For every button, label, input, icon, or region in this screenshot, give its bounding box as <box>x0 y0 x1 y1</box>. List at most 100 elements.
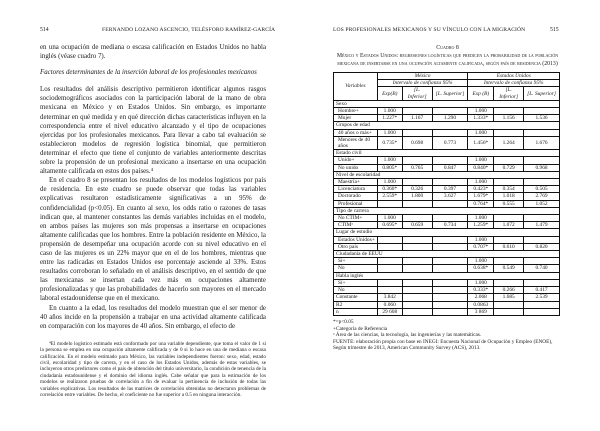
table-section-row: Ciudadanía de EEUU <box>333 250 560 259</box>
cell-value <box>431 214 469 223</box>
table-label: Cuadro 8 <box>436 45 459 51</box>
running-head: FERNANDO LOZANO ASCENCIO, TELÉSFORO RAMÍ… <box>102 27 276 33</box>
row-label: Hombre+ <box>333 107 378 116</box>
table-row: Sí+ 1.000 <box>333 257 560 266</box>
cell-value: 1.000 <box>376 107 403 116</box>
cell-value: 1.000 <box>376 178 403 187</box>
cell-value: 0.764* <box>467 199 495 208</box>
cell-value: 1.227* <box>376 114 403 123</box>
cell-value: 0.610 <box>493 242 525 252</box>
cell-value: 0.707* <box>467 242 495 252</box>
cell-value <box>431 128 469 137</box>
table-row: Licenciatura 0.360* 0.326 0.397 0.423* 0.354 0… <box>333 185 560 194</box>
cell-value <box>493 107 525 116</box>
cell-value: 1.000 <box>467 235 495 244</box>
table-row: Sí+ 1.000 <box>333 278 560 288</box>
left-page: 514 FERNANDO LOZANO ASCENCIO, TELÉSFORO … <box>40 27 276 398</box>
section-label: Habla inglés <box>333 271 560 280</box>
note: ᵃ Área de las ciencias, la tecnología, l… <box>333 332 482 339</box>
table-row: Mujer 1.227* 1.167 1.290 1.333* 1.156 1.536 <box>333 114 560 123</box>
cell-value <box>401 199 433 208</box>
cell-value <box>401 257 433 266</box>
cell-value: 0.0863 <box>467 300 495 309</box>
row-label: n <box>333 307 378 316</box>
table-section-row: Habla inglés <box>333 271 560 280</box>
cell-value: 0.354 <box>493 185 525 194</box>
cell-value: 0.805* <box>376 163 403 172</box>
section-label: Ciudadanía de EEUU <box>333 250 560 259</box>
cell-value <box>376 199 403 208</box>
table-row: Hombre+ 1.000 1.000 <box>333 107 560 116</box>
right-page: LOS PROFESIONALES MEXICANOS Y SU VÍNCULO… <box>300 0 600 431</box>
cell-value <box>401 242 433 252</box>
cell-value: 0.659 <box>401 221 433 230</box>
cell-value <box>431 156 469 165</box>
cell-value <box>523 156 560 165</box>
cell-value: 1.000 <box>376 156 403 165</box>
table-row: 40 años o más+ 1.000 1.000 <box>333 128 560 137</box>
cell-value: 1.018 <box>493 192 525 201</box>
cell-value: 1.259* <box>467 221 495 230</box>
cell-value <box>523 128 560 137</box>
column-header: [L. Inferior] <box>401 86 433 101</box>
table-row: Menores de 40 años 0.735* 0.698 0.773 1.456*… <box>333 135 560 151</box>
body-text: en una ocupación de mediana o escasa cal… <box>40 43 266 331</box>
cell-value: 0.360* <box>376 185 403 194</box>
cell-value: 1.479 <box>523 221 560 230</box>
cell-value <box>431 242 469 252</box>
cell-value <box>376 264 403 273</box>
cell-value: 2.769 <box>523 192 560 201</box>
section-label: Lugar de estudio <box>333 228 560 237</box>
cell-value: 29 608 <box>376 307 403 316</box>
table-row: No unido 0.805* 0.765 0.847 0.840* 0.729 0.968 <box>333 163 560 172</box>
cell-value <box>493 156 525 165</box>
right-page-content: Cuadro 8 México y Estados Unidos: regres… <box>333 44 562 352</box>
cell-value <box>401 286 433 295</box>
row-label: Constante <box>333 293 378 302</box>
cell-value: 1.000 <box>467 178 495 187</box>
cell-value: 0.555 <box>493 199 525 208</box>
table-row: Unido+ 1.000 1.000 <box>333 156 560 165</box>
interval-header: Intervalo de confianza 95% <box>467 79 560 88</box>
page-number: 514 <box>40 27 49 33</box>
cell-value: 0.266 <box>493 286 525 295</box>
cell-value: 0.840* <box>467 163 495 172</box>
paragraph: en una ocupación de mediana o escasa cal… <box>40 44 266 61</box>
cell-value: 0.734 <box>431 221 469 230</box>
section-label: Grupos de edad <box>333 121 560 130</box>
table-row: No CTIM+ 1.000 1.000 <box>333 214 560 223</box>
row-label: Profesional <box>333 199 378 208</box>
cell-value <box>401 128 433 137</box>
cell-value: 0.740 <box>523 264 560 273</box>
table-title: México y Estados Unidos: regresiones log… <box>336 53 559 67</box>
cell-value: 1.000 <box>467 156 495 165</box>
cell-value <box>431 264 469 273</box>
cell-value <box>401 307 433 316</box>
cell-value: 0.820 <box>523 242 560 252</box>
table-row: Otro país 0.707* 0.610 0.820 <box>333 242 560 252</box>
cell-value: 0.698 <box>401 135 433 151</box>
cell-value: 1.000 <box>467 107 495 116</box>
cell-value: 0.638* <box>467 264 495 273</box>
cell-value: 1.052 <box>523 199 560 208</box>
cell-value: 1.536 <box>523 114 560 123</box>
footnote: ⁴El modelo logístico estimado está confo… <box>40 340 266 399</box>
column-header: [L. Superior] <box>431 86 469 101</box>
cell-value: 0.505 <box>523 185 560 194</box>
left-page-content: en una ocupación de mediana o escasa cal… <box>40 43 266 398</box>
paragraph: En el cuadro 8 se presentan los resultad… <box>40 177 266 303</box>
table-section-row: Lugar de estudio <box>333 228 560 237</box>
cell-value: 1.000 <box>376 214 403 223</box>
section-label: Tipo de carrera <box>333 206 560 216</box>
cell-value <box>523 107 560 116</box>
table-row: Estados Unidos+ 1.000 <box>333 235 560 244</box>
row-label: Estados Unidos+ <box>333 235 378 244</box>
source-note: FUENTE: elaboración propia con base en I… <box>333 338 553 352</box>
cell-value <box>431 278 469 288</box>
row-label: Mujer <box>333 114 378 123</box>
cell-value: 1.456* <box>467 135 495 151</box>
cell-value <box>401 214 433 223</box>
column-header: Exp (B) <box>467 86 495 101</box>
table-row: No 0.333* 0.266 0.417 <box>333 286 560 295</box>
cell-value: 0.326 <box>401 185 433 194</box>
